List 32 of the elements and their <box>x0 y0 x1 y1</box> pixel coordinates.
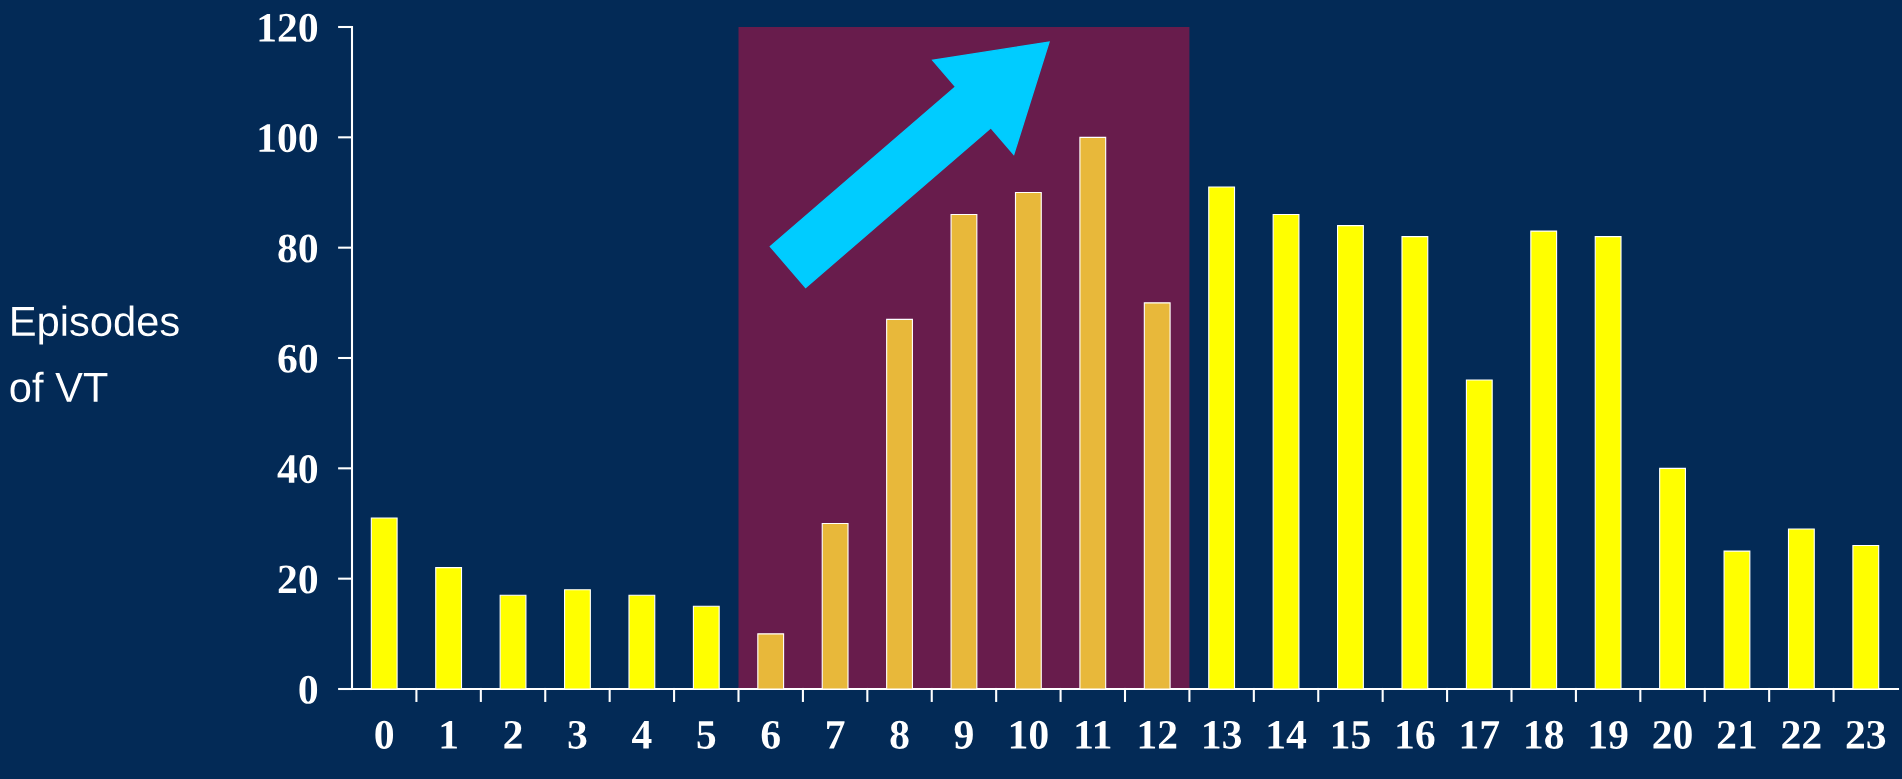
y-tick-label: 80 <box>278 234 318 263</box>
x-tick-label: 5 <box>697 721 716 749</box>
y-tick-label: 60 <box>278 344 318 373</box>
x-tick-label: 16 <box>1397 720 1435 749</box>
x-tick-label: 19 <box>1590 720 1628 749</box>
y-axis-title: Episodes of VT <box>10 305 179 403</box>
y-tick-label: 120 <box>259 13 318 42</box>
x-tick-label: 12 <box>1139 720 1177 749</box>
x-tick-label: 1 <box>441 720 457 749</box>
y-tick-label: 100 <box>259 124 318 153</box>
x-tick-label: 14 <box>1268 720 1307 749</box>
x-tick-label: 18 <box>1526 720 1564 749</box>
x-tick-label: 0 <box>375 720 394 749</box>
x-tick-label: 3 <box>568 720 587 749</box>
x-tick-label: 8 <box>890 720 909 749</box>
x-tick-label: 2 <box>504 720 522 749</box>
x-tick-label: 9 <box>954 720 973 749</box>
x-tick-label: 11 <box>1076 720 1111 749</box>
y-tick-label: 40 <box>277 455 318 484</box>
x-tick-label: 13 <box>1204 720 1242 749</box>
x-tick-label: 7 <box>827 721 845 749</box>
y-tick-label: 0 <box>299 675 318 704</box>
x-tick-label: 15 <box>1332 720 1370 749</box>
x-tick-label: 22 <box>1782 720 1821 749</box>
x-tick-label: 17 <box>1461 720 1500 749</box>
x-tick-label: 4 <box>632 721 652 749</box>
x-tick-label: 10 <box>1010 720 1048 749</box>
x-tick-label: 20 <box>1653 720 1692 749</box>
y-tick-label: 20 <box>278 565 318 594</box>
x-tick-label: 23 <box>1846 720 1886 749</box>
x-tick-label: 6 <box>761 720 780 749</box>
x-tick-label: 21 <box>1717 720 1756 749</box>
